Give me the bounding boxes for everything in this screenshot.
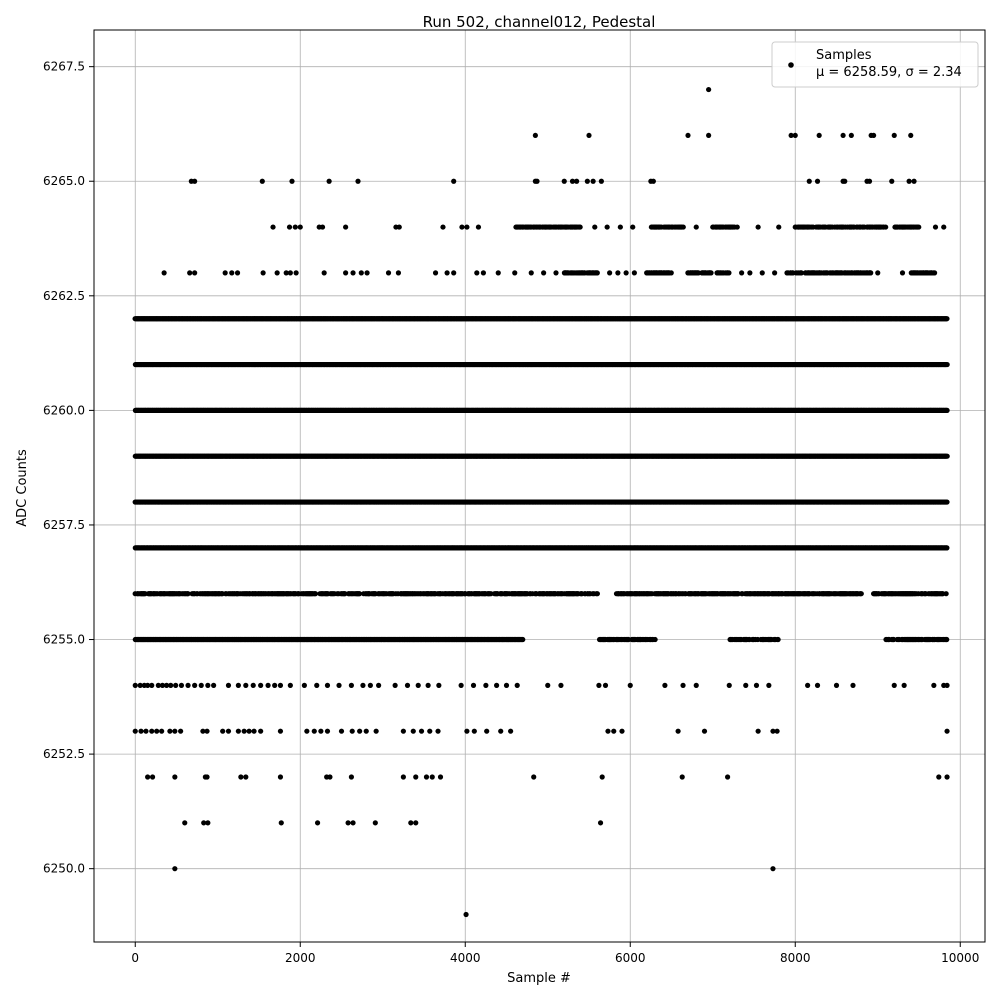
data-point bbox=[775, 636, 781, 643]
data-point bbox=[185, 591, 191, 597]
data-point bbox=[312, 591, 319, 597]
data-point bbox=[943, 591, 949, 597]
chart-title: Run 502, channel012, Pedestal bbox=[423, 13, 656, 31]
data-point bbox=[944, 636, 950, 643]
data-point bbox=[652, 636, 658, 643]
grid-lines bbox=[94, 30, 985, 942]
data-point bbox=[520, 636, 526, 643]
data-point bbox=[594, 591, 600, 597]
data-point bbox=[858, 591, 864, 597]
data-point bbox=[944, 545, 950, 551]
data-points bbox=[132, 86, 950, 918]
data-point bbox=[944, 499, 950, 505]
data-point bbox=[356, 591, 363, 597]
